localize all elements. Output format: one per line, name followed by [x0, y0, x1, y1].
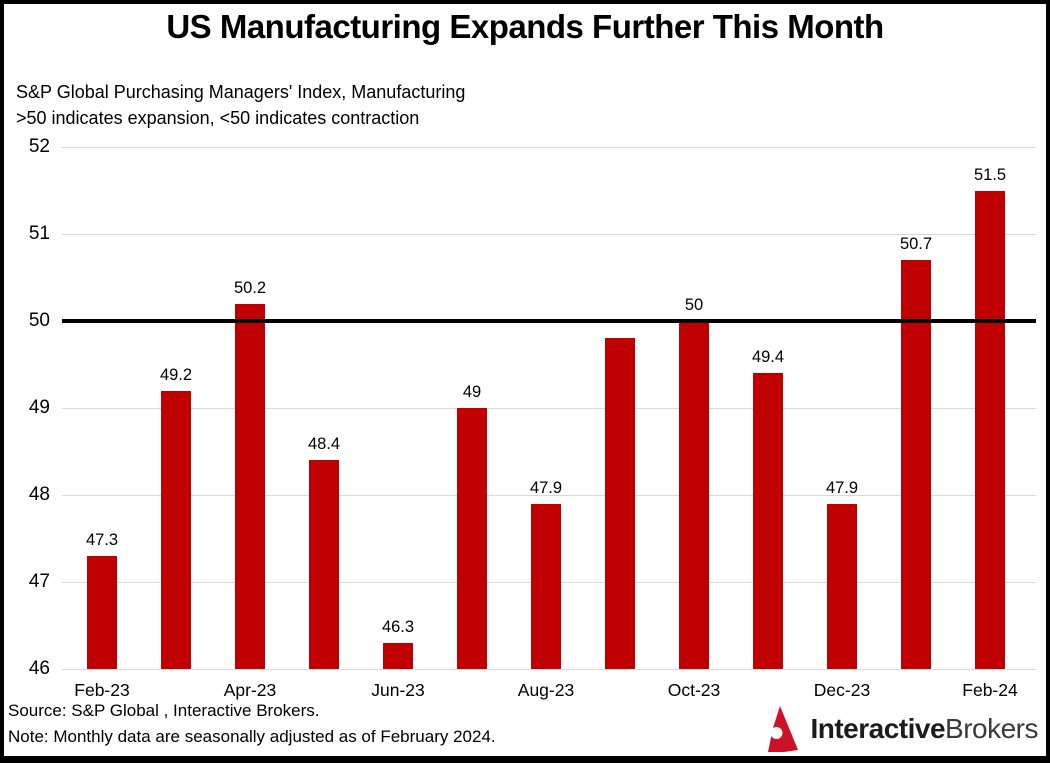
gridline-y-46 — [62, 669, 1036, 670]
interactive-brokers-logo: Interactive Brokers — [764, 706, 1038, 752]
subtitle-line-2: >50 indicates expansion, <50 indicates c… — [16, 108, 420, 128]
bar-Aug-23 — [531, 503, 561, 669]
note-text: Note: Monthly data are seasonally adjust… — [8, 727, 496, 746]
gridline-y-51 — [62, 234, 1036, 235]
logo-text-brokers: Brokers — [945, 713, 1038, 744]
y-axis-tick-label: 52 — [28, 136, 50, 157]
bar-Jan-24 — [901, 260, 931, 669]
data-label-Feb-23: 47.3 — [85, 530, 119, 549]
x-axis-tick-label-Jun-23: Jun-23 — [371, 680, 425, 700]
data-label-Feb-24: 51.5 — [973, 165, 1007, 184]
x-axis-tick-label-Aug-23: Aug-23 — [517, 680, 575, 700]
chart-subtitle: S&P Global Purchasing Managers' Index, M… — [16, 79, 465, 131]
source-text: Source: S&P Global , Interactive Brokers… — [8, 701, 320, 720]
data-label-Jul-23: 49 — [462, 383, 482, 401]
bar-Feb-23 — [87, 555, 117, 669]
x-axis-tick-label-Feb-23: Feb-23 — [74, 680, 130, 700]
bar-Nov-23 — [753, 373, 783, 669]
x-axis-tick-label-Apr-23: Apr-23 — [223, 680, 277, 700]
bar-Jul-23 — [457, 408, 487, 669]
y-axis-tick-label: 50 — [28, 310, 50, 331]
data-label-Aug-23: 47.9 — [529, 478, 563, 497]
logo-text-interactive: Interactive — [810, 713, 946, 744]
x-axis-tick-label-Feb-24: Feb-24 — [962, 680, 1018, 700]
bar-Oct-23 — [679, 321, 709, 669]
data-label-Oct-23: 50 — [684, 296, 704, 314]
bar-Mar-23 — [161, 390, 191, 669]
data-label-Dec-23: 47.9 — [825, 478, 859, 497]
bar-Apr-23 — [235, 303, 265, 669]
data-label-May-23: 48.4 — [307, 435, 341, 454]
bar-Jun-23 — [383, 642, 413, 669]
subtitle-line-1: S&P Global Purchasing Managers' Index, M… — [16, 82, 466, 102]
chart-title: US Manufacturing Expands Further This Mo… — [166, 8, 884, 45]
gridline-y-48 — [62, 495, 1036, 496]
data-label-Mar-23: 49.2 — [159, 365, 193, 384]
bar-Dec-23 — [827, 503, 857, 669]
reference-line-50 — [62, 319, 1036, 323]
y-axis-tick-label: 48 — [28, 484, 50, 505]
bar-Feb-24 — [975, 190, 1005, 669]
data-label-Jan-24: 50.7 — [899, 235, 933, 254]
bar-May-23 — [309, 460, 339, 669]
data-label-Nov-23: 49.4 — [751, 348, 785, 367]
gridline-y-49 — [62, 408, 1036, 409]
x-axis-tick-label-Dec-23: Dec-23 — [813, 680, 871, 700]
y-axis-tick-label: 49 — [28, 397, 50, 418]
y-axis-tick-label: 46 — [28, 658, 50, 679]
interactive-brokers-spike-icon — [768, 706, 799, 752]
y-axis-tick-label: 51 — [28, 223, 50, 244]
x-axis-tick-label-Oct-23: Oct-23 — [667, 680, 721, 700]
data-label-Jun-23: 46.3 — [381, 617, 415, 636]
gridline-y-52 — [62, 147, 1036, 148]
y-axis-tick-label: 47 — [28, 571, 50, 592]
bar-Sep-23 — [605, 338, 635, 669]
data-label-Apr-23: 50.2 — [233, 278, 267, 297]
